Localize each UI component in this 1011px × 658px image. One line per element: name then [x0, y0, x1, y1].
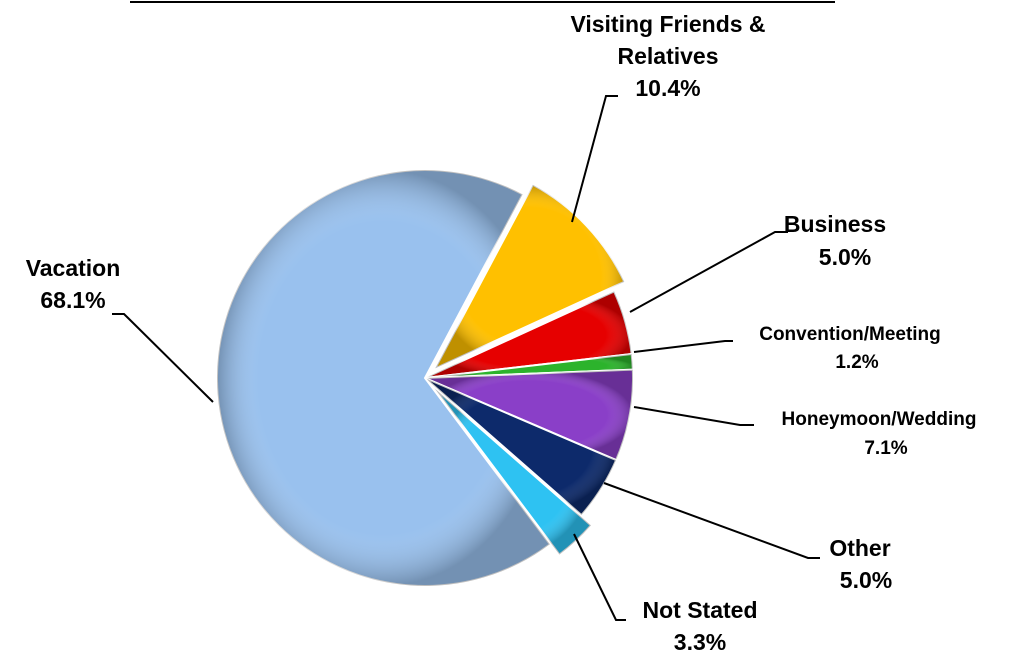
leader-line-convention-meeting	[633, 340, 733, 353]
slice-value-vacation: 68.1%	[40, 287, 105, 313]
slice-label-vacation: Vacation	[26, 255, 121, 281]
leader-line-not-stated	[573, 533, 626, 621]
slice-label-visiting-friends-relatives: Visiting Friends &	[570, 11, 765, 37]
leader-line-other	[603, 482, 820, 559]
leader-line-business	[629, 231, 788, 313]
slice-label-other: Other	[829, 535, 890, 561]
pie-slices	[216, 169, 634, 587]
slice-label-convention-meeting: Convention/Meeting	[759, 324, 941, 345]
slice-label-business: Business	[784, 211, 886, 237]
slice-value-convention-meeting: 1.2%	[835, 352, 878, 373]
leader-line-honeymoon-wedding	[633, 406, 754, 426]
slice-labels: Visiting Friends & Relatives 10.4% Business…	[26, 11, 977, 655]
slice-value-visiting-friends-relatives: 10.4%	[635, 75, 700, 101]
leader-line-vacation	[112, 313, 214, 403]
slice-label-honeymoon-wedding: Honeymoon/Wedding	[782, 409, 977, 430]
leader-lines	[112, 95, 820, 621]
slice-label-not-stated: Not Stated	[643, 597, 758, 623]
slice-value-not-stated: 3.3%	[674, 629, 726, 655]
slice-value-business: 5.0%	[819, 244, 871, 270]
slice-value-other: 5.0%	[840, 567, 892, 593]
slice-value-honeymoon-wedding: 7.1%	[864, 438, 907, 459]
slice-label-visiting-friends-relatives: Relatives	[617, 43, 718, 69]
leader-line-visiting-friends-relatives	[571, 95, 618, 223]
